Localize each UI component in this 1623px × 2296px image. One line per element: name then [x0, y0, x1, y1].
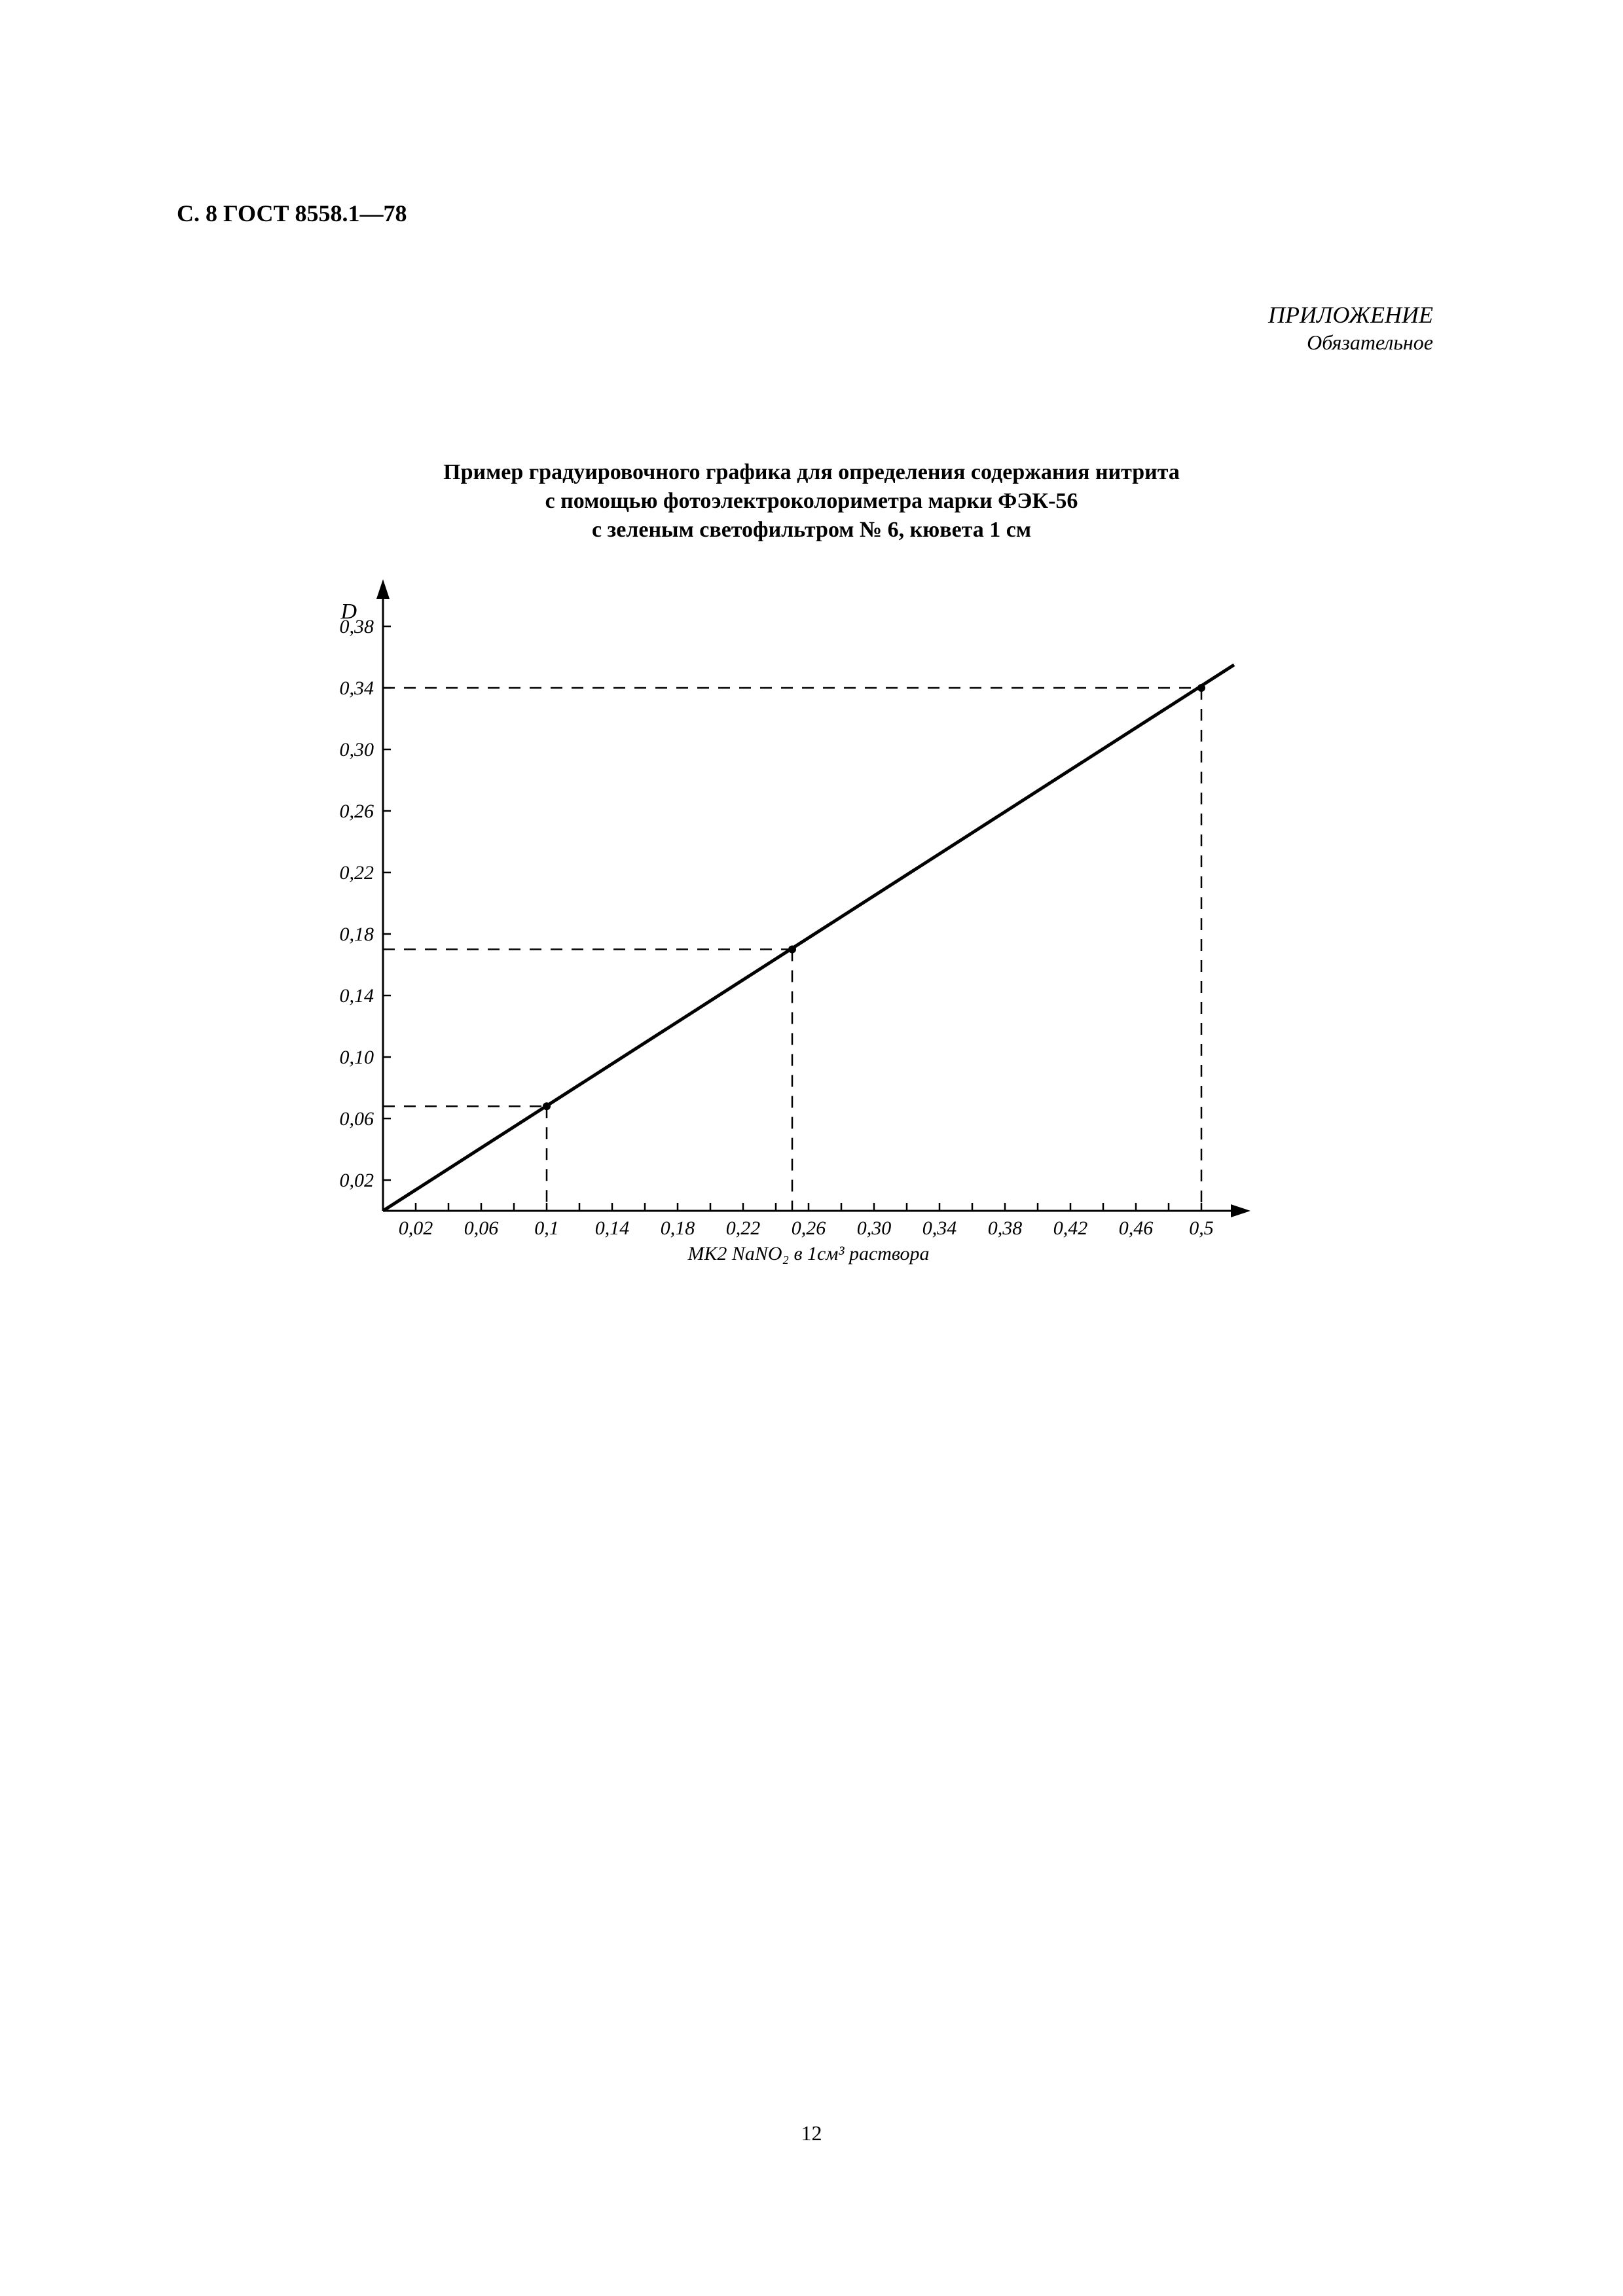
chart-title-line1: Пример градуировочного графика для опред…: [443, 458, 1180, 487]
svg-text:0,14: 0,14: [340, 985, 374, 1007]
svg-text:0,46: 0,46: [1119, 1217, 1154, 1239]
appendix-title-text: ПРИЛОЖЕНИЕ: [1268, 302, 1433, 328]
appendix-subtitle-text: Обязательное: [1307, 331, 1433, 354]
chart-title: Пример градуировочного графика для опред…: [443, 458, 1180, 545]
svg-text:0,02: 0,02: [340, 1170, 374, 1191]
svg-text:0,10: 0,10: [340, 1047, 374, 1068]
calibration-chart: 0,38 0,34 0,30 0,26 0,22 0,18 0,14 0,10 0,06 0,02…: [304, 576, 1260, 1289]
page-number: 12: [801, 2121, 822, 2145]
svg-text:0,22: 0,22: [340, 862, 374, 884]
svg-text:0,30: 0,30: [340, 739, 374, 761]
svg-text:0,18: 0,18: [340, 924, 374, 945]
svg-text:0,30: 0,30: [857, 1217, 892, 1239]
svg-text:0,26: 0,26: [792, 1217, 826, 1239]
svg-text:0,38: 0,38: [988, 1217, 1023, 1239]
appendix-subtitle: Обязательное: [1307, 331, 1433, 355]
page-number-text: 12: [801, 2121, 822, 2145]
page-header-text: С. 8 ГОСТ 8558.1—78: [177, 200, 407, 226]
svg-text:0,06: 0,06: [464, 1217, 499, 1239]
chart-title-line2: с помощью фотоэлектроколориметра марки Ф…: [443, 487, 1180, 516]
svg-text:0,26: 0,26: [340, 800, 374, 822]
page-header: С. 8 ГОСТ 8558.1—78: [177, 200, 407, 227]
svg-text:0,1: 0,1: [534, 1217, 559, 1239]
svg-text:0,42: 0,42: [1053, 1217, 1088, 1239]
svg-text:0,22: 0,22: [726, 1217, 761, 1239]
svg-text:0,14: 0,14: [595, 1217, 630, 1239]
svg-text:0,5: 0,5: [1189, 1217, 1214, 1239]
svg-text:0,06: 0,06: [340, 1108, 374, 1130]
svg-text:0,34: 0,34: [340, 677, 374, 699]
svg-text:0,02: 0,02: [399, 1217, 433, 1239]
svg-text:0,18: 0,18: [661, 1217, 695, 1239]
svg-text:0,34: 0,34: [922, 1217, 957, 1239]
appendix-title: ПРИЛОЖЕНИЕ: [1268, 301, 1433, 329]
chart-title-line3: с зеленым светофильтром № 6, кювета 1 см: [443, 516, 1180, 545]
chart-svg: 0,38 0,34 0,30 0,26 0,22 0,18 0,14 0,10 0,06 0,02…: [304, 576, 1260, 1289]
svg-text:D: D: [340, 600, 357, 624]
svg-text:МК2 NaNO₂ в 1см³ раствора: МК2 NaNO₂ в 1см³ раствора: [687, 1243, 929, 1265]
